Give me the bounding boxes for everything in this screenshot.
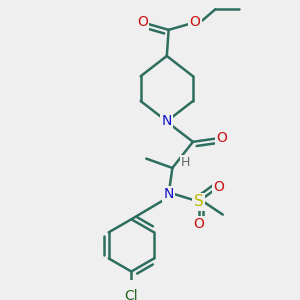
Text: O: O [189,15,200,29]
Text: O: O [216,131,227,145]
Text: O: O [193,217,204,231]
Text: H: H [181,156,190,169]
Text: O: O [137,15,148,29]
Text: Cl: Cl [124,289,138,300]
Text: N: N [162,114,172,128]
Text: O: O [214,180,224,194]
Text: S: S [194,194,203,209]
Text: N: N [164,187,174,201]
